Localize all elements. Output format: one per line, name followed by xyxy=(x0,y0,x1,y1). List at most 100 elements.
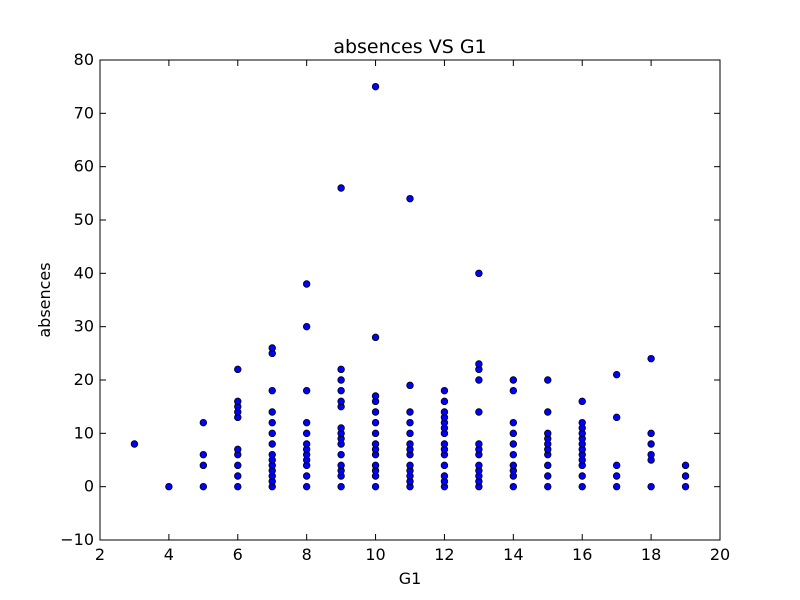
scatter-point xyxy=(509,450,518,459)
scatter-point xyxy=(406,194,414,203)
scatter-point xyxy=(612,413,621,422)
scatter-point xyxy=(268,386,276,395)
scatter-point xyxy=(440,440,449,448)
scatter-point xyxy=(371,440,380,448)
scatter-point xyxy=(544,461,552,470)
x-tick-label: 2 xyxy=(95,545,105,564)
y-axis-label: absences xyxy=(35,262,54,337)
scatter-point xyxy=(578,482,586,491)
scatter-point xyxy=(475,376,483,384)
scatter-point xyxy=(302,418,311,427)
x-tick-label: 12 xyxy=(434,545,454,564)
scatter-point xyxy=(302,429,311,438)
x-tick-label: 16 xyxy=(572,545,592,564)
scatter-point xyxy=(302,386,311,395)
scatter-point xyxy=(544,376,552,384)
scatter-point xyxy=(371,82,380,91)
scatter-point xyxy=(647,429,655,438)
scatter-point xyxy=(268,344,276,352)
scatter-point xyxy=(681,461,690,470)
scatter-point xyxy=(337,397,345,406)
scatter-point xyxy=(406,408,414,416)
y-tick-label: 10 xyxy=(74,423,94,442)
scatter-point xyxy=(509,418,518,427)
scatter-point xyxy=(544,482,552,491)
scatter-point xyxy=(371,408,380,416)
scatter-point xyxy=(337,386,345,395)
x-axis-label: G1 xyxy=(399,569,422,588)
scatter-point xyxy=(302,280,311,288)
scatter-point xyxy=(440,386,449,395)
scatter-point xyxy=(337,450,345,459)
scatter-point xyxy=(647,450,655,459)
chart-title: absences VS G1 xyxy=(333,36,486,58)
scatter-point xyxy=(371,392,380,400)
scatter-point xyxy=(509,376,518,384)
scatter-point xyxy=(268,429,276,438)
scatter-point xyxy=(234,461,242,470)
scatter-point xyxy=(647,482,655,491)
y-tick-label: 80 xyxy=(74,50,94,69)
scatter-point xyxy=(234,397,242,406)
scatter-point xyxy=(337,482,345,491)
scatter-point xyxy=(544,472,552,480)
scatter-point xyxy=(612,370,621,379)
scatter-point xyxy=(234,472,242,480)
scatter-point xyxy=(440,397,449,406)
scatter-point xyxy=(612,461,621,470)
scatter-point xyxy=(268,408,276,416)
scatter-point xyxy=(302,472,311,480)
scatter-point xyxy=(440,408,449,416)
y-tick-label: 70 xyxy=(74,103,94,122)
x-tick-label: 20 xyxy=(710,545,730,564)
scatter-point xyxy=(302,440,311,448)
scatter-point xyxy=(406,440,414,448)
scatter-point xyxy=(509,482,518,491)
axes-frame xyxy=(99,59,721,541)
scatter-point xyxy=(371,461,380,470)
scatter-point xyxy=(509,429,518,438)
scatter-point xyxy=(199,461,208,470)
scatter-point xyxy=(268,440,276,448)
scatter-point xyxy=(475,408,483,416)
scatter-point xyxy=(475,440,483,448)
y-tick-label: 0 xyxy=(84,477,94,496)
scatter-point xyxy=(371,418,380,427)
x-tick-label: 10 xyxy=(365,545,385,564)
scatter-point xyxy=(371,429,380,438)
scatter-point xyxy=(475,461,483,470)
x-tick-label: 8 xyxy=(302,545,312,564)
scatter-point xyxy=(681,472,690,480)
scatter-point xyxy=(475,269,483,278)
scatter-point xyxy=(647,440,655,448)
scatter-point xyxy=(130,440,139,448)
scatter-point xyxy=(578,397,586,406)
scatter-point xyxy=(612,482,621,491)
scatter-point xyxy=(509,440,518,448)
y-tick-label: 40 xyxy=(74,263,94,282)
scatter-point xyxy=(578,418,586,427)
plot-area: 2 4 6 8 10 12 14 16 18 20 −10 0 10 20 30 40 50 60 70 80 xyxy=(60,50,730,564)
scatter-point xyxy=(406,381,414,390)
scatter-point xyxy=(268,418,276,427)
scatter-point xyxy=(165,482,173,491)
scatter-point xyxy=(234,482,242,491)
scatter-point xyxy=(371,333,380,342)
x-tick-label: 4 xyxy=(164,545,174,564)
y-tick-label: 30 xyxy=(74,317,94,336)
scatter-point xyxy=(371,482,380,491)
scatter-point xyxy=(440,472,449,480)
scatter-point xyxy=(509,386,518,395)
scatter-point xyxy=(406,429,414,438)
scatter-point xyxy=(268,450,276,459)
scatter-point xyxy=(337,184,345,192)
scatter-point xyxy=(199,450,208,459)
scatter-point xyxy=(337,424,345,432)
scatter-point xyxy=(406,418,414,427)
scatter-point xyxy=(681,482,690,491)
x-tick-label: 14 xyxy=(503,545,523,564)
scatter-point xyxy=(544,429,552,438)
y-tick-label: 20 xyxy=(74,370,94,389)
